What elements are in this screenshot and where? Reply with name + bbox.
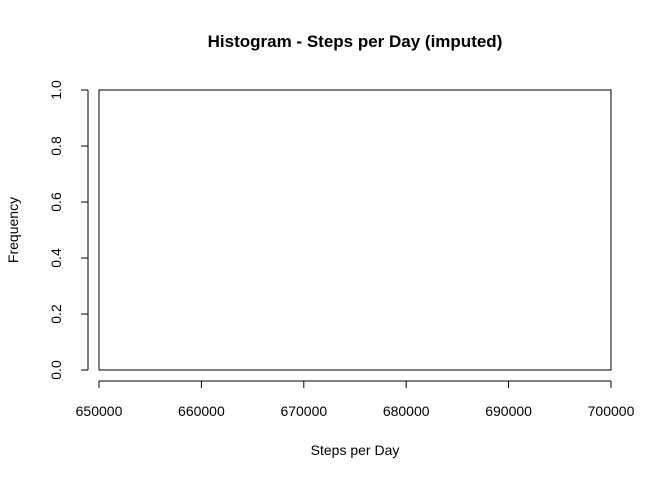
x-tick-label: 680000 (383, 403, 430, 419)
y-tick-label: 0.8 (48, 136, 64, 156)
x-tick-label: 670000 (280, 403, 327, 419)
y-axis-label: Frequency (5, 197, 21, 263)
plot-frame (98, 89, 612, 371)
y-tick-label: 0.4 (48, 248, 64, 268)
y-tick-label: 0.6 (48, 192, 64, 212)
y-tick-label: 0.0 (48, 360, 64, 380)
y-axis: 0.0 0.2 0.4 0.6 0.8 1.0 (48, 80, 89, 380)
x-tick-label: 690000 (485, 403, 532, 419)
x-tick-label: 660000 (178, 403, 225, 419)
chart-title: Histogram - Steps per Day (imputed) (208, 32, 503, 51)
y-tick-label: 1.0 (48, 80, 64, 100)
y-tick-label: 0.2 (48, 304, 64, 324)
x-axis-label: Steps per Day (311, 442, 400, 458)
x-tick-label: 700000 (588, 403, 635, 419)
x-tick-label: 650000 (76, 403, 123, 419)
x-axis: 650000 660000 670000 680000 690000 700000 (76, 380, 635, 419)
